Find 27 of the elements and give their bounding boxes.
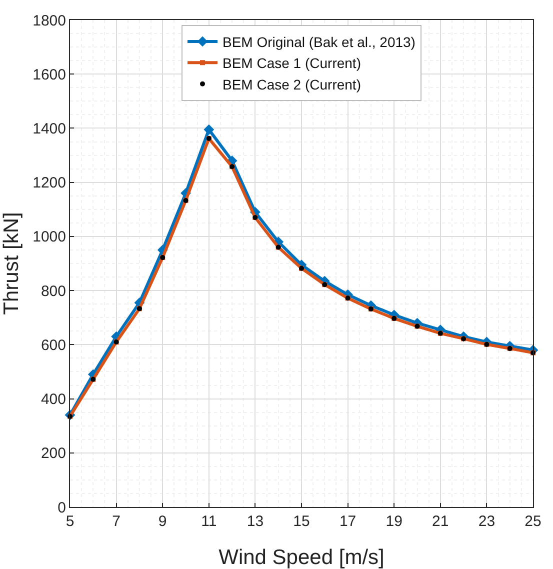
x-tick-label: 13	[246, 513, 264, 530]
x-tick-label: 19	[386, 513, 402, 530]
legend-label: BEM Original (Bak et al., 2013)	[222, 34, 416, 50]
x-tick-label: 9	[158, 513, 167, 530]
y-axis-title: Thrust [kN]	[0, 212, 23, 315]
y-tick-label: 800	[40, 282, 66, 300]
point	[204, 124, 214, 135]
y-tick-label: 1800	[32, 12, 66, 30]
y-tick-label: 0	[58, 499, 66, 516]
y-tick-label: 1000	[32, 228, 66, 246]
x-tick-label: 7	[112, 513, 120, 530]
x-axis-title: Wind Speed [m/s]	[218, 546, 384, 569]
legend-label: BEM Case 1 (Current)	[222, 55, 361, 72]
y-tick-label: 1600	[32, 66, 66, 84]
x-tick-label: 5	[66, 513, 74, 530]
x-tick-label: 21	[432, 513, 449, 530]
x-tick-label: 11	[201, 513, 217, 530]
y-tick-label: 600	[40, 336, 66, 354]
y-tick-label: 400	[40, 391, 66, 408]
x-tick-label: 15	[293, 513, 310, 530]
y-tick-label: 1400	[32, 120, 66, 138]
y-tick-label: 1200	[32, 174, 66, 192]
legend-label: BEM Case 2 (Current)	[222, 76, 361, 92]
x-tick-label: 25	[524, 513, 542, 530]
y-tick-label: 200	[40, 445, 66, 462]
x-tick-label: 23	[478, 513, 496, 530]
x-tick-label: 17	[339, 513, 356, 530]
